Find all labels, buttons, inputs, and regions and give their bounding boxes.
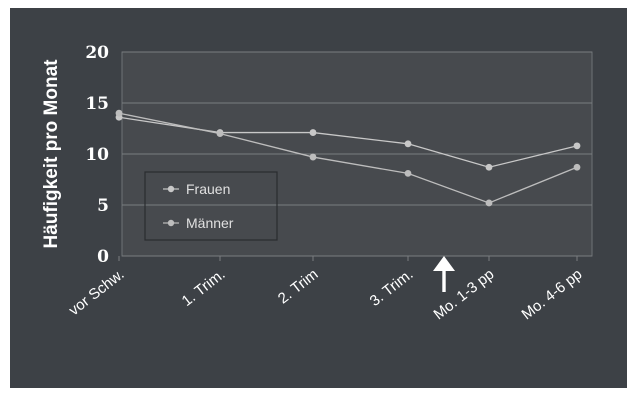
data-point-frauen bbox=[573, 142, 581, 150]
data-point-maenner bbox=[573, 163, 581, 171]
data-point-maenner bbox=[309, 153, 317, 161]
x-tick-label: 2. Trim bbox=[275, 266, 322, 308]
gridlines bbox=[118, 51, 592, 261]
legend-marker-frauen bbox=[167, 185, 175, 193]
legend-box bbox=[144, 171, 278, 241]
x-tick-label: Mo. 4-6 pp bbox=[518, 266, 585, 324]
x-tick-label: 1. Trim. bbox=[179, 266, 229, 310]
y-axis-label: Häufigkeit pro Monat bbox=[41, 59, 62, 249]
legend-label-maenner: Männer bbox=[186, 215, 234, 231]
line-chart: 0 5 10 15 20 vor Schw. 1. Trim. 2. Trim 3. Trim… bbox=[41, 43, 593, 324]
legend-marker-maenner bbox=[167, 219, 175, 227]
x-tick-label: vor Schw. bbox=[66, 266, 128, 319]
data-point-maenner bbox=[404, 169, 412, 177]
up-arrow-icon bbox=[433, 256, 455, 292]
x-tick-label: Mo. 1-3 pp bbox=[430, 266, 497, 324]
x-tick-labels: vor Schw. 1. Trim. 2. Trim 3. Trim. Mo. 1-3 … bbox=[66, 266, 586, 324]
data-point-frauen bbox=[404, 140, 412, 148]
y-tick-0: 0 bbox=[97, 247, 109, 267]
series-line-maenner bbox=[118, 112, 578, 204]
y-tick-10: 10 bbox=[85, 145, 109, 165]
data-point-maenner bbox=[115, 109, 123, 117]
data-point-maenner bbox=[485, 199, 493, 207]
data-point-maenner bbox=[216, 130, 224, 137]
series-group bbox=[115, 109, 581, 207]
chart-frame: 0 5 10 15 20 vor Schw. 1. Trim. 2. Trim 3. Trim… bbox=[10, 8, 627, 388]
arrow-head bbox=[433, 256, 455, 271]
y-tick-5: 5 bbox=[97, 196, 109, 216]
y-tick-15: 15 bbox=[85, 94, 109, 114]
y-tick-labels: 0 5 10 15 20 bbox=[85, 43, 109, 267]
x-tick-label: 3. Trim. bbox=[367, 266, 417, 310]
legend-label-frauen: Frauen bbox=[186, 181, 230, 197]
y-tick-20: 20 bbox=[85, 43, 109, 63]
data-point-frauen bbox=[485, 163, 493, 171]
data-point-frauen bbox=[309, 129, 317, 136]
legend: Frauen Männer bbox=[144, 171, 278, 241]
